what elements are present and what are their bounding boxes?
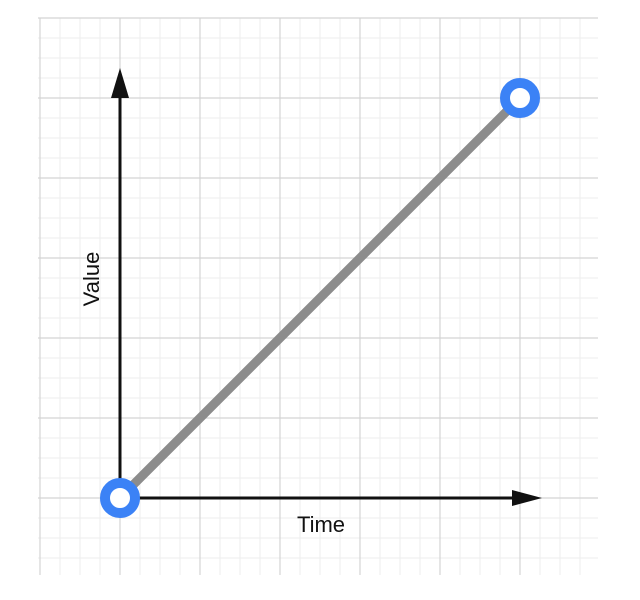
- data-point: [500, 78, 540, 118]
- series-line: [115, 93, 525, 503]
- axes: [111, 68, 542, 506]
- y-axis-arrow-icon: [111, 68, 129, 98]
- grid-major: [38, 17, 598, 575]
- data-point: [100, 478, 140, 518]
- x-axis-arrow-icon: [512, 490, 542, 506]
- x-axis-label: Time: [297, 512, 345, 537]
- series-layer: [100, 78, 540, 518]
- y-axis-label: Value: [79, 252, 104, 307]
